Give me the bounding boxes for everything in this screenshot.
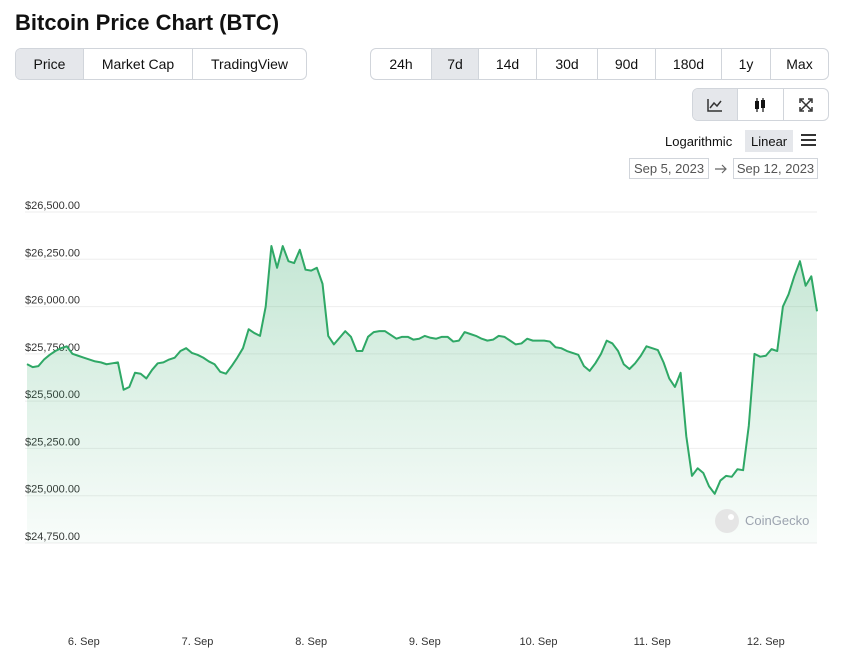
x-tick-label: 7. Sep xyxy=(182,636,214,648)
y-tick-label: $26,500.00 xyxy=(25,200,80,212)
range-button[interactable]: Max xyxy=(770,49,828,79)
line-chart-button[interactable] xyxy=(693,89,738,120)
range-button[interactable]: 90d xyxy=(597,49,655,79)
date-to[interactable]: Sep 12, 2023 xyxy=(733,158,818,179)
range-button[interactable]: 7d xyxy=(431,49,478,79)
watermark-logo xyxy=(715,509,739,533)
watermark: CoinGecko xyxy=(715,509,809,533)
line-icon xyxy=(707,98,723,112)
range-button[interactable]: 30d xyxy=(536,49,597,79)
fullscreen-button[interactable] xyxy=(782,89,828,120)
scale-option[interactable]: Logarithmic xyxy=(665,133,733,149)
range-button[interactable]: 24h xyxy=(389,56,413,72)
y-tick-label: $26,000.00 xyxy=(25,295,80,307)
date-arrow xyxy=(715,164,727,174)
range-group: 24h 7d 14d 30d 90d 180d 1y Max xyxy=(370,48,829,80)
watermark-logo-eye xyxy=(728,514,734,520)
range-button[interactable]: 1y xyxy=(721,49,770,79)
range-button[interactable]: 14d xyxy=(478,49,536,79)
candle-chart-button[interactable] xyxy=(737,89,782,120)
tab[interactable]: Market Cap xyxy=(83,49,192,79)
price-line xyxy=(26,245,818,495)
candle-icon xyxy=(755,97,766,112)
range-button[interactable]: 180d xyxy=(655,49,721,79)
page-title: Bitcoin Price Chart (BTC) xyxy=(15,10,280,35)
chart-style-group xyxy=(692,88,829,121)
scale-option[interactable]: Linear xyxy=(745,130,794,152)
tab[interactable]: Price xyxy=(16,49,83,79)
expand-icon xyxy=(799,97,813,112)
y-tick-label: $26,250.00 xyxy=(25,247,80,259)
x-tick-label: 12. Sep xyxy=(747,636,785,648)
area-fill xyxy=(27,246,817,544)
menu-icon[interactable] xyxy=(800,133,817,147)
tab[interactable]: TradingView xyxy=(192,49,306,79)
x-tick-label: 9. Sep xyxy=(409,636,441,648)
tab-group: Price Market Cap TradingView xyxy=(15,48,307,80)
x-tick-label: 10. Sep xyxy=(520,636,558,648)
x-tick-label: 6. Sep xyxy=(68,636,100,648)
x-tick-label: 8. Sep xyxy=(295,636,327,648)
date-from[interactable]: Sep 5, 2023 xyxy=(629,158,709,179)
watermark-text: CoinGecko xyxy=(745,513,809,528)
x-tick-label: 11. Sep xyxy=(634,636,671,648)
